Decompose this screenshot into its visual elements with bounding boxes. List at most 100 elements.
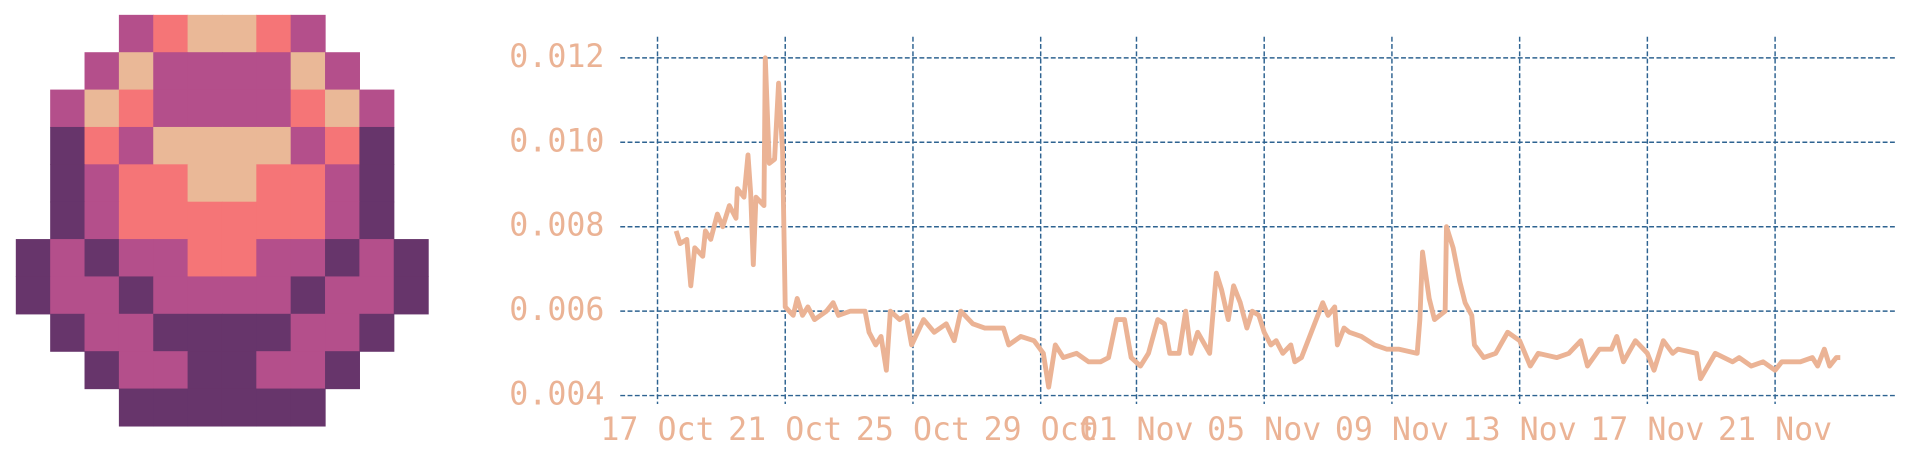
pixel	[153, 14, 189, 53]
pixel	[50, 126, 86, 165]
pixel	[84, 276, 120, 315]
data-line	[673, 55, 1841, 390]
pixel	[256, 89, 292, 128]
pixel	[256, 201, 292, 240]
x-tick-label: 21 Nov	[1718, 412, 1832, 448]
y-tick-label: 0.012	[509, 39, 604, 75]
pixel-icon	[15, 14, 429, 427]
pixel	[221, 89, 257, 128]
pixel	[359, 164, 395, 203]
pixel	[359, 201, 395, 240]
pixel	[118, 14, 154, 53]
pixel	[187, 201, 223, 240]
pixel	[221, 313, 257, 352]
pixel	[221, 126, 257, 165]
pixel	[290, 351, 326, 390]
x-tick-label: 17 Oct	[600, 412, 714, 448]
pixel	[118, 201, 154, 240]
pixel	[290, 52, 326, 91]
pixel	[187, 351, 223, 390]
pixel	[187, 164, 223, 203]
x-tick-label: 21 Oct	[728, 412, 842, 448]
pixel	[153, 126, 189, 165]
pixel	[325, 126, 360, 165]
x-tick-label: 05 Nov	[1207, 412, 1321, 448]
pixel	[84, 89, 120, 128]
pixel	[325, 351, 360, 390]
pixel	[359, 239, 395, 278]
x-tick-label: 25 Oct	[856, 412, 970, 448]
x-tick-label: 17 Nov	[1590, 412, 1704, 448]
pixel	[50, 239, 86, 278]
pixel	[256, 351, 292, 390]
pixel	[187, 313, 223, 352]
x-tick-label: 13 Nov	[1463, 412, 1577, 448]
pixel	[15, 276, 51, 315]
pixel	[153, 351, 189, 390]
pixel	[256, 276, 292, 315]
pixel	[50, 276, 86, 315]
pixel	[50, 89, 86, 128]
pixel	[221, 164, 257, 203]
pixel	[359, 313, 395, 352]
x-tick-label: 01 Nov	[1079, 412, 1193, 448]
pixel	[84, 313, 120, 352]
pixel	[153, 164, 189, 203]
pixel	[153, 89, 189, 128]
pixel	[221, 14, 257, 53]
pixel	[221, 388, 257, 427]
pixel	[290, 276, 326, 315]
pixel	[84, 164, 120, 203]
pixel	[118, 164, 154, 203]
pixel	[290, 89, 326, 128]
y-tick-label: 0.006	[509, 292, 604, 328]
pixel	[221, 351, 257, 390]
pixel	[221, 276, 257, 315]
pixel	[256, 14, 292, 53]
pixel	[221, 201, 257, 240]
pixel	[153, 276, 189, 315]
pixel	[290, 239, 326, 278]
pixel	[393, 276, 429, 315]
pixel	[84, 351, 120, 390]
pixel	[290, 126, 326, 165]
pixel	[118, 52, 154, 91]
pixel	[325, 239, 360, 278]
pixel	[325, 201, 360, 240]
pixel	[187, 239, 223, 278]
pixel	[256, 52, 292, 91]
pixel	[118, 313, 154, 352]
pixel	[290, 14, 326, 53]
pixel	[153, 52, 189, 91]
pixel	[118, 276, 154, 315]
x-tick-label: 09 Nov	[1335, 412, 1449, 448]
pixel	[118, 239, 154, 278]
pixel	[50, 164, 86, 203]
pixel	[325, 164, 360, 203]
pixel	[290, 201, 326, 240]
pixel	[84, 52, 120, 91]
x-tick-label: 29 Oct	[984, 412, 1098, 448]
pixel	[50, 313, 86, 352]
pixel	[256, 126, 292, 165]
pixel	[153, 239, 189, 278]
pixel	[187, 14, 223, 53]
pixel	[187, 276, 223, 315]
y-tick-label: 0.008	[509, 208, 604, 244]
pixel	[84, 201, 120, 240]
pixel	[290, 164, 326, 203]
pixel	[118, 89, 154, 128]
pixel	[290, 388, 326, 427]
pixel	[393, 239, 429, 278]
pixel	[153, 388, 189, 427]
pixel	[256, 313, 292, 352]
pixel	[118, 388, 154, 427]
pixel	[187, 52, 223, 91]
pixel	[359, 89, 395, 128]
pixel	[187, 89, 223, 128]
pixel	[84, 239, 120, 278]
pixel	[359, 126, 395, 165]
y-tick-label: 0.004	[509, 377, 604, 413]
